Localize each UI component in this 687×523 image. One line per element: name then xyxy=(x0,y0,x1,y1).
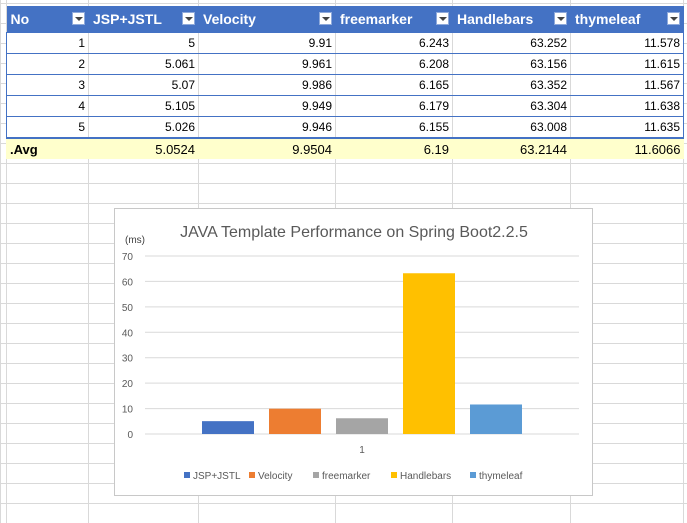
y-tick-label: 40 xyxy=(122,328,134,339)
y-tick-label: 0 xyxy=(127,430,133,441)
bar-handlebars[interactable] xyxy=(403,273,455,434)
cell[interactable]: 63.352 xyxy=(452,74,571,96)
cell[interactable]: 6.155 xyxy=(335,116,453,139)
table-row: 3 5.07 9.986 6.165 63.352 11.567 xyxy=(6,74,684,96)
avg-cell[interactable]: 63.2144 xyxy=(452,137,571,159)
cell[interactable]: 6.165 xyxy=(335,74,453,96)
header-cell-thymeleaf[interactable]: thymeleaf xyxy=(570,6,684,33)
cell[interactable]: 3 xyxy=(6,74,89,96)
cell[interactable]: 63.156 xyxy=(452,53,571,75)
y-tick-label: 30 xyxy=(122,354,134,365)
cell[interactable]: 11.578 xyxy=(570,32,684,54)
avg-cell[interactable]: 11.6066 xyxy=(570,137,684,159)
legend-swatch xyxy=(470,472,476,478)
cell[interactable]: 2 xyxy=(6,53,89,75)
y-tick-labels: 0 10 20 30 40 50 60 70 xyxy=(122,252,134,441)
legend-label: freemarker xyxy=(322,471,371,482)
legend-item[interactable]: Velocity xyxy=(249,471,292,482)
bar-freemarker[interactable] xyxy=(336,418,388,434)
cell[interactable]: 5 xyxy=(6,116,89,139)
avg-cell[interactable]: 9.9504 xyxy=(198,137,336,159)
header-cell-jsp[interactable]: JSP+JSTL xyxy=(88,6,199,33)
header-cell-freemarker[interactable]: freemarker xyxy=(335,6,453,33)
legend-item[interactable]: freemarker xyxy=(313,471,371,482)
cell[interactable]: 6.179 xyxy=(335,95,453,117)
cell[interactable]: 11.567 xyxy=(570,74,684,96)
y-tick-label: 70 xyxy=(122,252,134,263)
legend-label: thymeleaf xyxy=(479,471,523,482)
cell[interactable]: 5 xyxy=(88,32,199,54)
chart-title: JAVA Template Performance on Spring Boot… xyxy=(180,224,528,241)
cell[interactable]: 5.061 xyxy=(88,53,199,75)
filter-dropdown-icon[interactable] xyxy=(436,12,449,25)
x-tick-label: 1 xyxy=(359,445,365,456)
bar-velocity[interactable] xyxy=(269,408,321,434)
bars xyxy=(202,273,522,434)
cell[interactable]: 11.615 xyxy=(570,53,684,75)
filter-dropdown-icon[interactable] xyxy=(554,12,567,25)
legend-swatch xyxy=(313,472,319,478)
cell[interactable]: 1 xyxy=(6,32,89,54)
table-row: 2 5.061 9.961 6.208 63.156 11.615 xyxy=(6,53,684,75)
cell[interactable]: 9.946 xyxy=(198,116,336,139)
filter-dropdown-icon[interactable] xyxy=(667,12,680,25)
y-tick-label: 20 xyxy=(122,379,134,390)
avg-cell[interactable]: 5.0524 xyxy=(88,137,199,159)
cell[interactable]: 63.252 xyxy=(452,32,571,54)
legend-swatch xyxy=(391,472,397,478)
table-row: 5 5.026 9.946 6.155 63.008 11.635 xyxy=(6,116,684,139)
header-cell-no[interactable]: No xyxy=(6,6,89,33)
legend-item[interactable]: JSP+JSTL xyxy=(184,471,241,482)
table-row: 4 5.105 9.949 6.179 63.304 11.638 xyxy=(6,95,684,117)
y-tick-label: 50 xyxy=(122,303,134,314)
table-header-row: No JSP+JSTL Velocity freemarker Handleba… xyxy=(6,6,684,33)
bar-jsp-jstl[interactable] xyxy=(202,421,254,434)
y-tick-label: 60 xyxy=(122,277,134,288)
cell[interactable]: 6.243 xyxy=(335,32,453,54)
bar-thymeleaf[interactable] xyxy=(470,404,522,434)
cell[interactable]: 5.026 xyxy=(88,116,199,139)
chart-canvas: JAVA Template Performance on Spring Boot… xyxy=(122,224,579,482)
performance-table: No JSP+JSTL Velocity freemarker Handleba… xyxy=(6,6,684,159)
y-tick-label: 10 xyxy=(122,405,134,416)
cell[interactable]: 9.986 xyxy=(198,74,336,96)
legend-label: Velocity xyxy=(258,471,292,482)
table-row: 1 5 9.91 6.243 63.252 11.578 xyxy=(6,32,684,54)
legend-swatch xyxy=(249,472,255,478)
cell[interactable]: 63.304 xyxy=(452,95,571,117)
avg-cell[interactable]: 6.19 xyxy=(335,137,453,159)
cell[interactable]: 5.105 xyxy=(88,95,199,117)
filter-dropdown-icon[interactable] xyxy=(182,12,195,25)
legend-swatch xyxy=(184,472,190,478)
legend-label: Handlebars xyxy=(400,471,451,482)
cell[interactable]: 6.208 xyxy=(335,53,453,75)
filter-dropdown-icon[interactable] xyxy=(72,12,85,25)
header-cell-velocity[interactable]: Velocity xyxy=(198,6,336,33)
y-axis-label: (ms) xyxy=(125,235,145,246)
legend-label: JSP+JSTL xyxy=(193,471,241,482)
filter-dropdown-icon[interactable] xyxy=(319,12,332,25)
average-row: .Avg 5.0524 9.9504 6.19 63.2144 11.6066 xyxy=(6,137,684,159)
cell[interactable]: 4 xyxy=(6,95,89,117)
performance-chart[interactable]: JAVA Template Performance on Spring Boot… xyxy=(114,208,593,496)
cell[interactable]: 9.949 xyxy=(198,95,336,117)
legend: JSP+JSTL Velocity freemarker Handlebars thym… xyxy=(184,471,523,482)
avg-label-cell[interactable]: .Avg xyxy=(6,137,89,159)
cell[interactable]: 63.008 xyxy=(452,116,571,139)
cell[interactable]: 11.635 xyxy=(570,116,684,139)
legend-item[interactable]: Handlebars xyxy=(391,471,451,482)
cell[interactable]: 5.07 xyxy=(88,74,199,96)
header-cell-handlebars[interactable]: Handlebars xyxy=(452,6,571,33)
cell[interactable]: 9.91 xyxy=(198,32,336,54)
legend-item[interactable]: thymeleaf xyxy=(470,471,523,482)
cell[interactable]: 9.961 xyxy=(198,53,336,75)
cell[interactable]: 11.638 xyxy=(570,95,684,117)
